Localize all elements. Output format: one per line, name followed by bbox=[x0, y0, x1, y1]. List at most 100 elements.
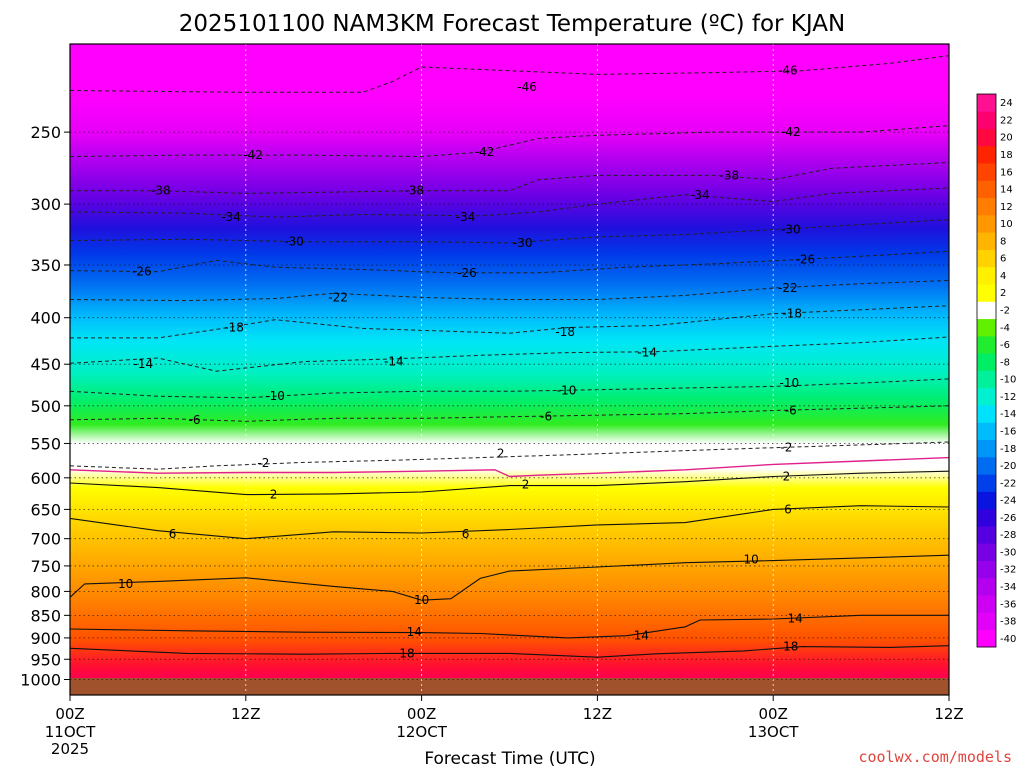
colorbar-tick-label: -6 bbox=[1000, 340, 1010, 351]
colorbar-tick-label: -8 bbox=[1000, 357, 1010, 368]
contour-line bbox=[70, 441, 949, 470]
contour-label: -26 bbox=[796, 252, 816, 266]
contour-label: 10 bbox=[414, 593, 429, 607]
colorbar-swatch bbox=[977, 180, 996, 199]
colorbar-tick-label: 18 bbox=[1000, 150, 1013, 161]
colorbar-tick-label: -16 bbox=[1000, 427, 1016, 438]
colorbar-tick-label: 6 bbox=[1000, 254, 1006, 265]
contour-line bbox=[70, 645, 949, 658]
contour-lines bbox=[70, 55, 949, 658]
contour-label: -10 bbox=[779, 376, 799, 390]
time-date-label: 12OCT bbox=[396, 723, 447, 741]
colorbar-tick-label: 2 bbox=[1000, 288, 1006, 299]
colorbar-tick-label: -24 bbox=[1000, 496, 1016, 507]
pressure-tick-label: 400 bbox=[30, 309, 61, 328]
contour-label: -34 bbox=[690, 188, 710, 202]
contour-line bbox=[70, 614, 949, 639]
colorbar-frame bbox=[976, 93, 997, 648]
colorbar-tick-label: 22 bbox=[1000, 115, 1013, 126]
colorbar-swatch bbox=[977, 543, 996, 561]
pressure-tick-label: 1000 bbox=[20, 671, 61, 690]
time-tick-label: 00Z bbox=[55, 705, 84, 723]
colorbar-tick-label: -32 bbox=[1000, 565, 1016, 576]
contour-label: 2 bbox=[783, 470, 791, 484]
colorbar-tick-label: -40 bbox=[1000, 634, 1016, 645]
plot-area: -46 -46 -42 -42 -42 -38 -38 -38 -34 -34 -34 -30 -30 -… bbox=[69, 43, 950, 696]
contour-label: 6 bbox=[169, 527, 177, 541]
contour-label: -30 bbox=[284, 235, 304, 249]
contour-line bbox=[70, 456, 949, 478]
pressure-tick-label: 900 bbox=[30, 629, 61, 648]
colorbar-swatch bbox=[977, 335, 996, 354]
colorbar-swatch bbox=[977, 456, 996, 475]
pressure-tick-label: 350 bbox=[30, 256, 61, 275]
plot-frame bbox=[69, 43, 950, 696]
time-date-label: 11OCT bbox=[45, 723, 96, 741]
contour-label: 10 bbox=[118, 577, 133, 591]
contour-label: 2 bbox=[270, 488, 278, 502]
colorbar-swatch bbox=[977, 301, 996, 320]
pressure-tick-label: 800 bbox=[30, 582, 61, 601]
colorbar-tick-label: -36 bbox=[1000, 599, 1016, 610]
colorbar-swatch bbox=[977, 577, 996, 596]
colorbar-swatch bbox=[977, 232, 996, 250]
contour-label: -34 bbox=[456, 210, 476, 224]
colorbar-tick-label: -12 bbox=[1000, 392, 1016, 403]
contour-label: 14 bbox=[407, 625, 422, 639]
colorbar-tick-label: -14 bbox=[1000, 409, 1016, 420]
contour-label: -26 bbox=[132, 265, 152, 279]
contour-label: -22 bbox=[328, 290, 348, 304]
contour-label: 14 bbox=[788, 612, 803, 626]
contour-line bbox=[70, 280, 949, 302]
colorbar-tick-label: -2 bbox=[1000, 306, 1010, 317]
pressure-tick-label: 700 bbox=[30, 530, 61, 549]
pressure-tick-label: 450 bbox=[30, 355, 61, 374]
pressure-tick-label: 550 bbox=[30, 434, 61, 453]
contour-label: -42 bbox=[781, 125, 801, 139]
colorbar-tick-label: 24 bbox=[1000, 98, 1013, 109]
colorbar-tick-label: 10 bbox=[1000, 219, 1013, 230]
x-axis-label: Forecast Time (UTC) bbox=[424, 749, 595, 768]
colorbar-swatch bbox=[977, 508, 996, 527]
contour-line bbox=[70, 162, 949, 194]
contour-label: 14 bbox=[634, 629, 649, 643]
colorbar-legend: -40-38-36-34-32-30-28-26-24-22-20-18-16-… bbox=[976, 93, 1016, 648]
pressure-tick-label: 950 bbox=[30, 650, 61, 669]
contour-line bbox=[70, 125, 949, 158]
contour-label: 18 bbox=[783, 640, 798, 654]
pressure-axis: 250 300 350 400 450 500 550 600 650 700 750 800 850 9… bbox=[20, 123, 70, 690]
colorbar-tick-label: 14 bbox=[1000, 185, 1013, 196]
contour-label: -30 bbox=[781, 223, 801, 237]
time-tick-label: 12Z bbox=[583, 705, 612, 723]
temperature-field bbox=[70, 44, 949, 678]
colorbar-tick-label: -28 bbox=[1000, 530, 1016, 541]
colorbar-swatch bbox=[977, 318, 996, 337]
colorbar-swatch bbox=[977, 197, 996, 216]
colorbar-swatch bbox=[977, 560, 996, 579]
pressure-tick-label: 750 bbox=[30, 557, 61, 576]
contour-labels: -46 -46 -42 -42 -42 -38 -38 -38 -34 -34 -34 -30 -30 -… bbox=[118, 64, 815, 661]
colorbar-swatch bbox=[977, 405, 996, 423]
colorbar-swatch bbox=[977, 629, 996, 648]
contour-label: -34 bbox=[221, 210, 241, 224]
pressure-tick-label: 300 bbox=[30, 195, 61, 214]
colorbar-tick-label: -34 bbox=[1000, 582, 1016, 593]
colorbar-swatch bbox=[977, 94, 996, 112]
contour-label: -18 bbox=[555, 325, 575, 339]
contour-label: -6 bbox=[540, 410, 552, 424]
contour-line bbox=[70, 187, 949, 218]
colorbar-swatch bbox=[977, 163, 996, 181]
colorbar-tick-label: 20 bbox=[1000, 133, 1013, 144]
ground-surface bbox=[70, 678, 949, 695]
colorbar-swatch bbox=[977, 595, 996, 613]
contour-label: -10 bbox=[265, 389, 285, 403]
pressure-tick-label: 250 bbox=[30, 123, 61, 142]
colorbar-swatch bbox=[977, 249, 996, 268]
contour-line bbox=[70, 55, 949, 93]
contour-line bbox=[70, 250, 949, 274]
contour-label: -30 bbox=[513, 236, 533, 250]
contour-label: 6 bbox=[462, 527, 470, 541]
pressure-tick-label: 650 bbox=[30, 500, 61, 519]
